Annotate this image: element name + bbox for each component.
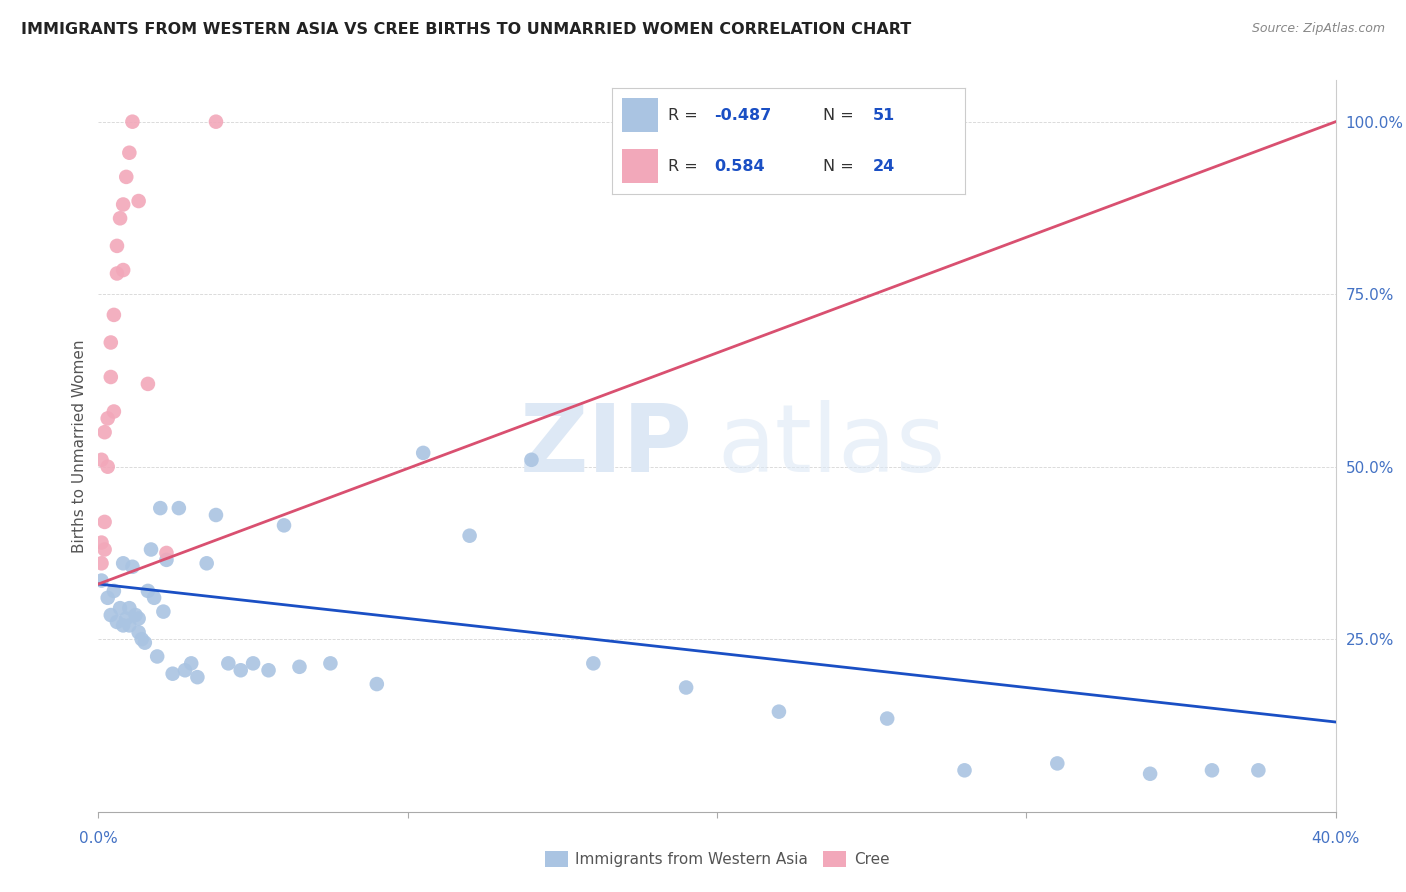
Text: ZIP: ZIP — [519, 400, 692, 492]
Point — [112, 263, 135, 277]
Point — [112, 197, 135, 211]
Point — [124, 608, 146, 623]
Point — [953, 764, 976, 778]
Point — [180, 657, 202, 671]
Point — [146, 649, 169, 664]
Point — [121, 114, 143, 128]
Point — [118, 145, 141, 160]
Point — [100, 608, 122, 623]
Point — [174, 663, 197, 677]
Point — [97, 591, 120, 605]
Point — [876, 712, 898, 726]
Point — [112, 618, 135, 632]
Point — [115, 169, 138, 184]
Point — [90, 452, 112, 467]
Point — [149, 501, 172, 516]
Point — [1247, 764, 1270, 778]
Point — [167, 501, 190, 516]
Point — [97, 459, 120, 474]
Point — [128, 194, 150, 208]
Point — [229, 663, 252, 677]
Point — [139, 542, 162, 557]
Point — [90, 535, 112, 549]
Point — [90, 557, 112, 571]
Point — [136, 376, 159, 391]
Point — [103, 308, 125, 322]
Point — [93, 542, 115, 557]
Text: Source: ZipAtlas.com: Source: ZipAtlas.com — [1251, 22, 1385, 36]
Point — [118, 601, 141, 615]
Point — [97, 411, 120, 425]
Text: 0.0%: 0.0% — [79, 830, 118, 846]
Point — [242, 657, 264, 671]
Point — [1139, 766, 1161, 780]
Point — [186, 670, 208, 684]
Point — [155, 553, 177, 567]
Point — [103, 404, 125, 418]
Point — [128, 611, 150, 625]
Point — [768, 705, 790, 719]
Point — [412, 446, 434, 460]
Text: IMMIGRANTS FROM WESTERN ASIA VS CREE BIRTHS TO UNMARRIED WOMEN CORRELATION CHART: IMMIGRANTS FROM WESTERN ASIA VS CREE BIR… — [21, 22, 911, 37]
Point — [458, 529, 481, 543]
Point — [108, 211, 131, 226]
Point — [152, 605, 174, 619]
Point — [319, 657, 342, 671]
Point — [105, 267, 128, 281]
Point — [217, 657, 239, 671]
Point — [105, 239, 128, 253]
Point — [205, 114, 228, 128]
Point — [118, 618, 141, 632]
Point — [675, 681, 697, 695]
Point — [100, 335, 122, 350]
Point — [131, 632, 153, 647]
Point — [134, 635, 156, 649]
Point — [143, 591, 166, 605]
Text: atlas: atlas — [717, 400, 945, 492]
Point — [103, 583, 125, 598]
Point — [1201, 764, 1223, 778]
Point — [195, 557, 218, 571]
Point — [366, 677, 388, 691]
Point — [108, 601, 131, 615]
Point — [520, 452, 543, 467]
Legend: Immigrants from Western Asia, Cree: Immigrants from Western Asia, Cree — [538, 846, 896, 873]
Point — [1046, 756, 1069, 771]
Point — [273, 518, 295, 533]
Point — [115, 611, 138, 625]
Point — [93, 425, 115, 440]
Point — [136, 583, 159, 598]
Point — [112, 557, 135, 571]
Point — [90, 574, 112, 588]
Point — [105, 615, 128, 629]
Point — [93, 515, 115, 529]
Point — [128, 625, 150, 640]
Y-axis label: Births to Unmarried Women: Births to Unmarried Women — [72, 339, 87, 553]
Point — [582, 657, 605, 671]
Point — [121, 559, 143, 574]
Point — [257, 663, 280, 677]
Point — [162, 666, 184, 681]
Point — [100, 370, 122, 384]
Point — [288, 660, 311, 674]
Point — [205, 508, 228, 522]
Point — [155, 546, 177, 560]
Text: 40.0%: 40.0% — [1312, 830, 1360, 846]
